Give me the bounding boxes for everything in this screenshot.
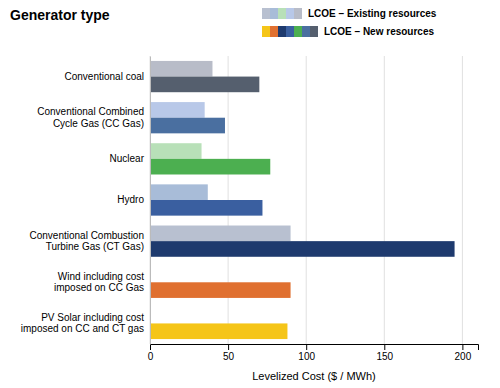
y-tick: Hydro (117, 194, 150, 205)
bar (150, 200, 262, 216)
x-tick-mark (462, 344, 463, 350)
grid-line (462, 56, 463, 344)
x-tick-mark (306, 344, 307, 350)
y-tick-label-line: Nuclear (110, 153, 145, 164)
legend-swatch (278, 8, 286, 19)
bar (150, 323, 287, 339)
y-tick-label-line: Hydro (117, 194, 144, 205)
y-tick-label: Nuclear (110, 153, 145, 164)
y-tick: Nuclear (110, 153, 150, 164)
legend-swatch (286, 26, 294, 37)
y-tick: Wind including costimposed on CC Gas (54, 271, 150, 294)
y-axis: PV Solar including costimposed on CC and… (21, 57, 151, 345)
y-tick-label-line: Conventional Combined (37, 106, 144, 117)
y-tick-label: Conventional CombinedCycle Gas (CC Gas) (37, 106, 144, 128)
y-tick: PV Solar including costimposed on CC and… (21, 312, 150, 335)
chart: Generator type 0 50 100 150 200 Levelized Cost… (0, 0, 500, 388)
y-tick-label-line: imposed on CC Gas (54, 282, 144, 293)
legend-item: LCOE – New resources (262, 26, 434, 37)
y-tick-label-line: Conventional coal (65, 71, 145, 82)
x-tick-label: 100 (298, 351, 315, 362)
y-tick: Conventional CombustionTurbine Gas (CT G… (29, 230, 150, 253)
legend-swatch (270, 8, 278, 19)
x-tick-mark (228, 344, 229, 350)
bar (150, 143, 202, 159)
legend-swatch (262, 8, 270, 19)
x-tick: 100 (298, 344, 315, 362)
y-tick-label: Wind including costimposed on CC Gas (54, 271, 144, 294)
y-tick-label: Conventional CombustionTurbine Gas (CT G… (29, 230, 144, 253)
legend-swatch (310, 26, 318, 37)
legend: LCOE – Existing resources LCOE – New reso… (262, 8, 437, 37)
legend-swatch (294, 8, 302, 19)
x-tick-label: 50 (223, 351, 235, 362)
x-tick: 150 (376, 344, 393, 362)
bar (150, 77, 259, 93)
bar (150, 118, 225, 134)
bars (150, 61, 455, 339)
y-tick-label-line: Conventional Combustion (29, 230, 144, 241)
y-tick: Conventional CombinedCycle Gas (CC Gas) (37, 106, 150, 128)
y-tick-label: Hydro (117, 194, 144, 205)
bar (150, 184, 208, 200)
bar (150, 61, 212, 77)
y-tick-label-line: imposed on CC and CT gas (21, 323, 144, 334)
x-tick: 200 (455, 344, 472, 362)
grid (150, 56, 462, 344)
x-tick: 50 (223, 344, 235, 362)
legend-swatch (278, 26, 286, 37)
grid-line (150, 56, 151, 344)
y-tick: Conventional coal (65, 71, 151, 82)
x-tick-label: 200 (455, 351, 472, 362)
bar (150, 226, 291, 242)
title: Generator type (10, 7, 110, 23)
y-tick-label-line: Wind including cost (58, 271, 144, 282)
y-tick-label-line: Cycle Gas (CC Gas) (53, 118, 144, 129)
y-axis-line (150, 57, 151, 345)
legend-item: LCOE – Existing resources (262, 8, 437, 19)
y-tick-label-line: PV Solar including cost (41, 312, 144, 323)
x-axis: 0 50 100 150 200 (148, 344, 479, 362)
x-tick-mark (150, 344, 151, 350)
x-tick-mark (384, 344, 385, 350)
x-axis-title: Levelized Cost ($ / MWh) (252, 370, 375, 382)
bar (150, 159, 270, 175)
legend-swatch (294, 26, 302, 37)
grid-line (306, 56, 307, 344)
bar (150, 102, 205, 118)
legend-swatch (270, 26, 278, 37)
legend-swatch (262, 26, 270, 37)
legend-label: LCOE – New resources (324, 26, 434, 37)
y-tick-label: PV Solar including costimposed on CC and… (21, 312, 144, 335)
legend-label: LCOE – Existing resources (308, 8, 437, 19)
x-axis-line (151, 345, 479, 351)
bar (150, 241, 455, 257)
x-tick-label: 0 (148, 351, 154, 362)
y-tick-label-line: Turbine Gas (CT Gas) (46, 241, 144, 252)
legend-swatch (286, 8, 294, 19)
x-tick: 0 (148, 344, 154, 362)
plot: 0 50 100 150 200 Levelized Cost ($ / MWh) PV S… (21, 56, 479, 382)
grid-line (384, 56, 385, 344)
legend-swatch (302, 26, 310, 37)
x-tick-label: 150 (376, 351, 393, 362)
bar (150, 282, 291, 298)
y-tick-label: Conventional coal (65, 71, 145, 82)
